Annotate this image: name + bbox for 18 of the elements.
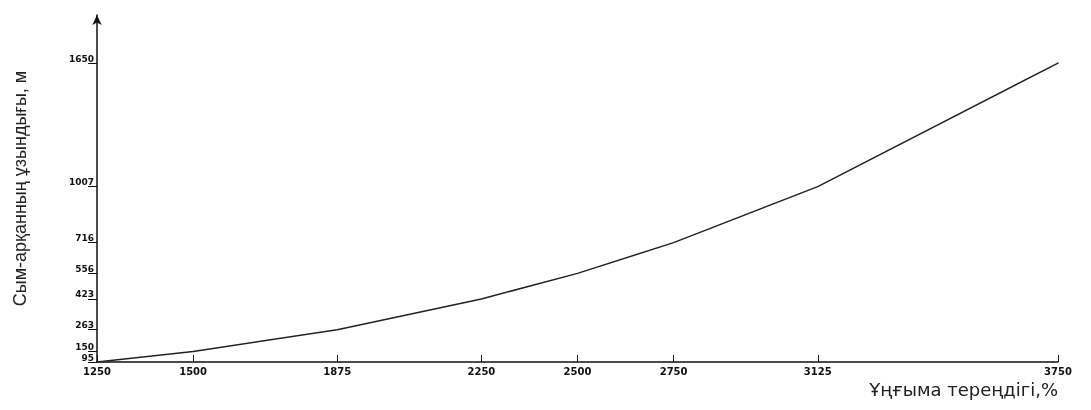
y-tick-label: 1007	[68, 177, 94, 188]
x-tick-label: 1875	[323, 365, 352, 377]
x-tick-label: 1500	[179, 365, 208, 377]
x-axis-title: Ұңғыма тереңдігі,%	[868, 378, 1058, 400]
x-tick-label: 2250	[467, 365, 496, 377]
y-tick-label: 423	[75, 289, 94, 300]
y-tick-label: 263	[75, 320, 94, 331]
y-axis-title: Сым-арқанның ұзындығы, м	[10, 70, 30, 307]
y-tick-label: 716	[75, 233, 94, 244]
x-tick-label: 2750	[659, 365, 688, 377]
x-tick-label: 1250	[83, 365, 111, 377]
y-tick-label: 95	[81, 352, 94, 363]
y-tick-label: 150	[75, 341, 94, 352]
x-tick-label: 3750	[1044, 365, 1072, 377]
y-tick-label: 556	[75, 263, 94, 274]
y-tick-label: 1650	[68, 53, 94, 64]
x-tick-label: 3125	[803, 365, 832, 377]
x-tick-label: 2500	[563, 365, 592, 377]
